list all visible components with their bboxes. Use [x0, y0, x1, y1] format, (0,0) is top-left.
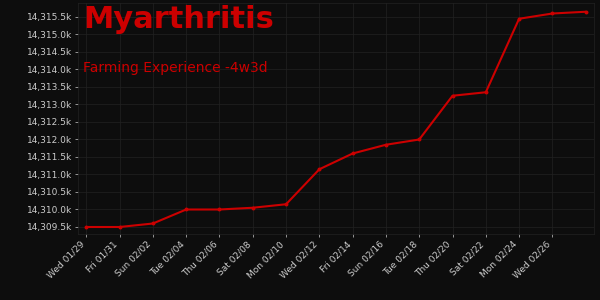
Point: [381, 142, 391, 147]
Point: [415, 137, 424, 142]
Point: [481, 90, 491, 94]
Point: [215, 207, 224, 212]
Point: [82, 225, 91, 230]
Point: [448, 93, 457, 98]
Point: [281, 202, 291, 207]
Point: [514, 16, 524, 21]
Text: Farming Experience -4w3d: Farming Experience -4w3d: [83, 61, 268, 75]
Point: [181, 207, 191, 212]
Text: Myarthritis: Myarthritis: [83, 5, 274, 34]
Point: [148, 221, 158, 226]
Point: [348, 151, 358, 156]
Point: [314, 167, 324, 172]
Point: [248, 205, 257, 210]
Point: [581, 9, 590, 14]
Point: [115, 225, 124, 230]
Point: [548, 11, 557, 16]
